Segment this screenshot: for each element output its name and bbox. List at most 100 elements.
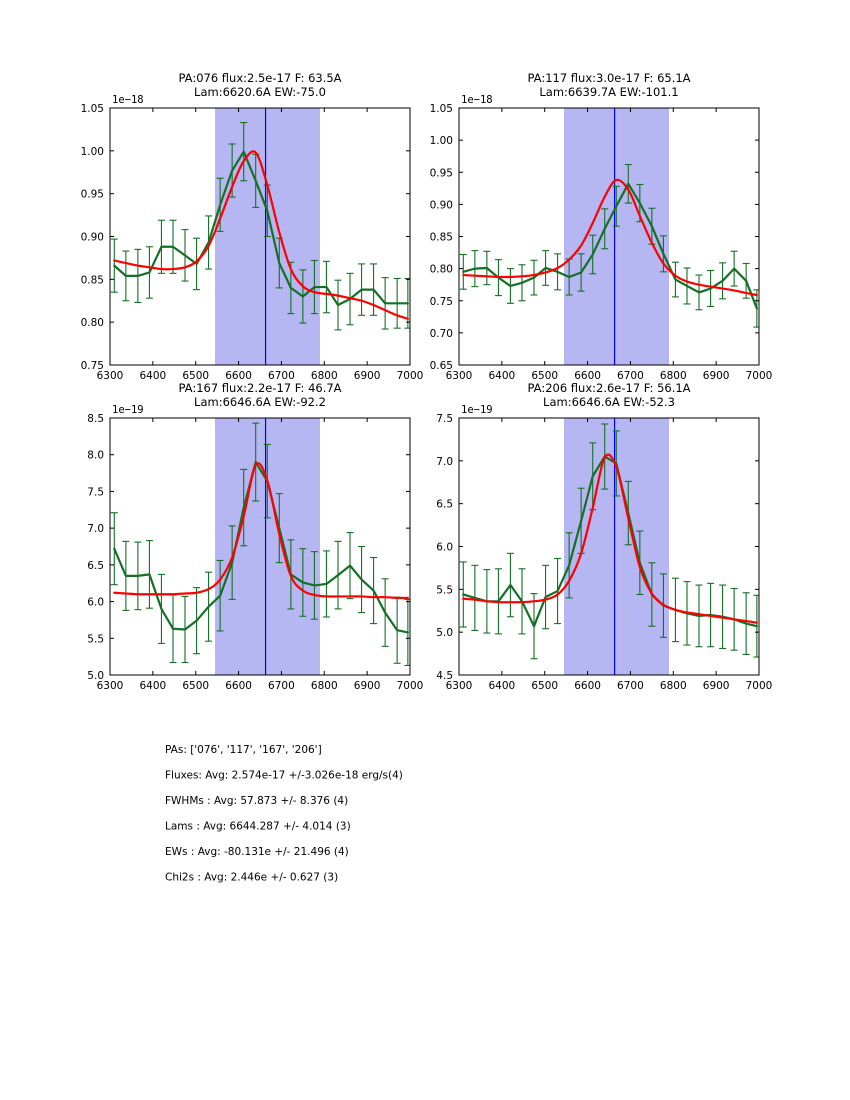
xtick-label: 6900 xyxy=(354,680,381,692)
xtick-label: 6300 xyxy=(97,680,124,692)
ytick-label: 1.00 xyxy=(430,135,453,147)
ytick-label: 6.5 xyxy=(436,499,453,511)
ytick-label: 6.0 xyxy=(87,597,104,609)
ytick-label: 7.0 xyxy=(436,456,453,468)
xtick-label: 7000 xyxy=(746,680,773,692)
panel-pa-117: PA:117 flux:3.0e-17 F: 65.1ALam:6639.7A … xyxy=(430,71,773,382)
xtick-label: 6700 xyxy=(268,680,295,692)
fit-series-line xyxy=(462,178,758,297)
panel-title-line2: Lam:6639.7A EW:-101.1 xyxy=(539,85,678,99)
axis-exponent-label: 1e−19 xyxy=(112,404,144,416)
ytick-label: 0.95 xyxy=(81,189,104,201)
xtick-label: 6600 xyxy=(574,680,601,692)
axis-exponent-label: 1e−19 xyxy=(461,404,493,416)
summary-line: FWHMs : Avg: 57.873 +/- 8.376 (4) xyxy=(165,795,348,807)
ytick-label: 0.90 xyxy=(430,199,453,211)
xtick-label: 6500 xyxy=(531,370,558,382)
xtick-label: 7000 xyxy=(746,370,773,382)
xtick-label: 6400 xyxy=(488,370,515,382)
ytick-label: 5.0 xyxy=(436,627,453,639)
data-series-line xyxy=(113,150,409,307)
fit-series-line xyxy=(113,150,409,320)
panel-title-line1: PA:076 flux:2.5e-17 F: 63.5A xyxy=(178,71,341,85)
ytick-label: 7.0 xyxy=(87,523,104,535)
xtick-label: 6600 xyxy=(574,370,601,382)
xtick-label: 6400 xyxy=(139,680,166,692)
xtick-label: 6500 xyxy=(531,680,558,692)
plot-content xyxy=(459,163,759,328)
xtick-label: 6500 xyxy=(182,680,209,692)
fit-series-line xyxy=(462,453,758,624)
xtick-label: 6700 xyxy=(268,370,295,382)
ytick-label: 1.05 xyxy=(81,103,104,115)
ytick-label: 0.75 xyxy=(81,360,104,372)
axis-ticks: 6300 6400 6500 6600 6700 6800 6900 7000 0.75 0.80… xyxy=(81,103,424,382)
xtick-label: 6800 xyxy=(311,680,338,692)
ytick-label: 0.85 xyxy=(430,232,453,244)
xtick-label: 6900 xyxy=(354,370,381,382)
xtick-label: 6300 xyxy=(446,680,473,692)
ytick-label: 0.65 xyxy=(430,360,453,372)
summary-line: Chi2s : Avg: 2.446e +/- 0.627 (3) xyxy=(165,872,338,884)
panel-title-line2: Lam:6620.6A EW:-75.0 xyxy=(194,85,326,99)
panel-title-line1: PA:206 flux:2.6e-17 F: 56.1A xyxy=(527,381,690,395)
ytick-label: 5.0 xyxy=(87,670,104,682)
ytick-label: 1.00 xyxy=(81,146,104,158)
ytick-label: 6.5 xyxy=(87,560,104,572)
ytick-label: 0.70 xyxy=(430,328,453,340)
panel-title-line2: Lam:6646.6A EW:-52.3 xyxy=(543,395,675,409)
panel-grid: PA:076 flux:2.5e-17 F: 63.5ALam:6620.6A … xyxy=(81,71,773,692)
fit-series-line xyxy=(113,462,409,600)
xtick-label: 6900 xyxy=(703,680,730,692)
ytick-label: 0.90 xyxy=(81,232,104,244)
ytick-label: 8.5 xyxy=(87,413,104,425)
ytick-label: 4.5 xyxy=(436,670,453,682)
summary-line: Fluxes: Avg: 2.574e-17 +/-3.026e-18 erg/… xyxy=(165,770,403,782)
summary-text-block: PAs: ['076', '117', '167', '206'] Fluxes:… xyxy=(165,744,403,884)
axes-frame xyxy=(109,107,411,366)
xtick-label: 6800 xyxy=(660,370,687,382)
plot-content xyxy=(110,122,410,331)
ytick-label: 6.0 xyxy=(436,542,453,554)
panel-title-line1: PA:167 flux:2.2e-17 F: 46.7A xyxy=(178,381,341,395)
ytick-label: 7.5 xyxy=(87,486,104,498)
axes-frame xyxy=(458,417,760,676)
xtick-label: 6800 xyxy=(660,680,687,692)
panel-pa-167: PA:167 flux:2.2e-17 F: 46.7ALam:6646.6A … xyxy=(87,381,423,692)
xtick-label: 6600 xyxy=(225,680,252,692)
ytick-label: 8.0 xyxy=(87,450,104,462)
axis-ticks: 6300 6400 6500 6600 6700 6800 6900 7000 5.0 5.5 6.… xyxy=(87,413,423,692)
data-series-line xyxy=(462,182,758,310)
panel-pa-076: PA:076 flux:2.5e-17 F: 63.5ALam:6620.6A … xyxy=(81,71,424,382)
panel-title-line1: PA:117 flux:3.0e-17 F: 65.1A xyxy=(527,71,690,85)
xtick-label: 6600 xyxy=(225,370,252,382)
axis-exponent-label: 1e−18 xyxy=(461,94,493,106)
plot-content xyxy=(459,423,759,660)
data-series-line xyxy=(113,460,409,634)
xtick-label: 7000 xyxy=(397,370,424,382)
panel-pa-206: PA:206 flux:2.6e-17 F: 56.1ALam:6646.6A … xyxy=(436,381,772,692)
summary-line: EWs : Avg: -80.131e +/- 21.496 (4) xyxy=(165,846,349,858)
xtick-label: 6800 xyxy=(311,370,338,382)
xtick-label: 6500 xyxy=(182,370,209,382)
axis-exponent-label: 1e−18 xyxy=(112,94,144,106)
ytick-label: 0.95 xyxy=(430,167,453,179)
summary-line: PAs: ['076', '117', '167', '206'] xyxy=(165,744,322,756)
xtick-label: 6700 xyxy=(617,370,644,382)
xtick-label: 6700 xyxy=(617,680,644,692)
axes-frame xyxy=(458,107,760,366)
xtick-label: 6300 xyxy=(446,370,473,382)
xtick-label: 6300 xyxy=(97,370,124,382)
axis-ticks: 6300 6400 6500 6600 6700 6800 6900 7000 4.5 5.0 5.… xyxy=(436,413,772,692)
xtick-label: 6400 xyxy=(139,370,166,382)
panel-title-line2: Lam:6646.6A EW:-92.2 xyxy=(194,395,326,409)
axis-ticks: 6300 6400 6500 6600 6700 6800 6900 7000 0.65 0.70… xyxy=(430,103,773,382)
ytick-label: 0.85 xyxy=(81,274,104,286)
ytick-label: 0.80 xyxy=(430,264,453,276)
ytick-label: 0.80 xyxy=(81,317,104,329)
summary-line: Lams : Avg: 6644.287 +/- 4.014 (3) xyxy=(165,821,351,833)
ytick-label: 0.75 xyxy=(430,296,453,308)
ytick-label: 5.5 xyxy=(436,584,453,596)
